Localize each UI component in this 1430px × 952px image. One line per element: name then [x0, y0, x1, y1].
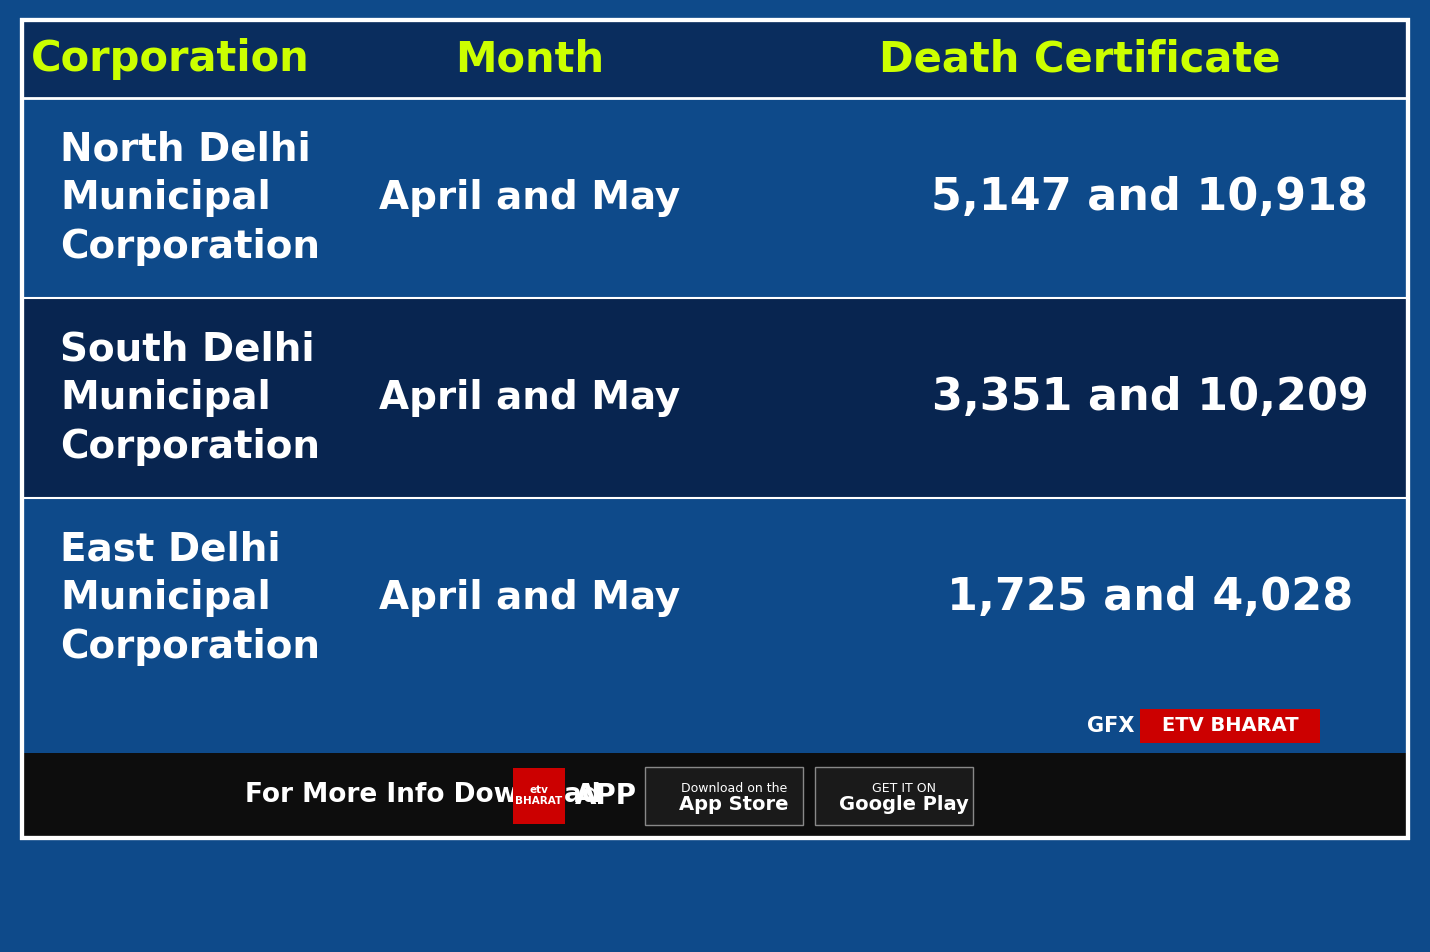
Bar: [21, 20, 1409, 838]
Bar: [513, 767, 565, 823]
Text: Download on the: Download on the: [681, 782, 786, 795]
Bar: [21, 753, 1409, 838]
Bar: [21, 20, 1409, 838]
Text: Google Play: Google Play: [839, 795, 970, 814]
Text: ETV BHARAT: ETV BHARAT: [1161, 716, 1298, 735]
Text: 1,725 and 4,028: 1,725 and 4,028: [947, 577, 1353, 620]
Text: 5,147 and 10,918: 5,147 and 10,918: [931, 176, 1369, 220]
Text: etv
BHARAT: etv BHARAT: [515, 785, 562, 806]
Text: April and May: April and May: [379, 579, 681, 617]
Text: South Delhi
Municipal
Corporation: South Delhi Municipal Corporation: [60, 330, 320, 466]
Text: April and May: April and May: [379, 379, 681, 417]
Text: Corporation: Corporation: [30, 38, 309, 80]
Text: North Delhi
Municipal
Corporation: North Delhi Municipal Corporation: [60, 130, 320, 266]
Bar: [21, 20, 1409, 98]
Text: GET IT ON: GET IT ON: [872, 782, 937, 795]
Text: April and May: April and May: [379, 179, 681, 217]
Text: For More Info Download: For More Info Download: [245, 783, 601, 808]
Bar: [645, 766, 804, 824]
Text: GFX: GFX: [1087, 716, 1135, 736]
Bar: [815, 766, 972, 824]
Bar: [21, 698, 1409, 753]
Text: APP: APP: [575, 782, 636, 809]
Bar: [21, 98, 1409, 298]
Text: East Delhi
Municipal
Corporation: East Delhi Municipal Corporation: [60, 530, 320, 665]
Text: App Store: App Store: [679, 795, 789, 814]
Text: Month: Month: [455, 38, 605, 80]
Bar: [21, 298, 1409, 498]
Bar: [21, 498, 1409, 698]
Text: 3,351 and 10,209: 3,351 and 10,209: [931, 376, 1369, 420]
Bar: [1140, 708, 1320, 743]
Text: Death Certificate: Death Certificate: [879, 38, 1281, 80]
